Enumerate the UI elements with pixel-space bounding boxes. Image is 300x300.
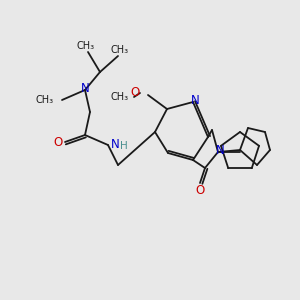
Text: CH₃: CH₃ [36, 95, 54, 105]
Text: O: O [53, 136, 63, 148]
Text: N: N [216, 145, 224, 158]
Text: O: O [131, 86, 140, 100]
Text: CH₃: CH₃ [111, 45, 129, 55]
Text: O: O [195, 184, 205, 197]
Text: N: N [190, 94, 200, 107]
Text: N: N [81, 82, 89, 95]
Text: CH₃: CH₃ [77, 41, 95, 51]
Text: N: N [111, 137, 120, 151]
Text: CH₃: CH₃ [111, 92, 129, 102]
Text: H: H [120, 141, 128, 151]
